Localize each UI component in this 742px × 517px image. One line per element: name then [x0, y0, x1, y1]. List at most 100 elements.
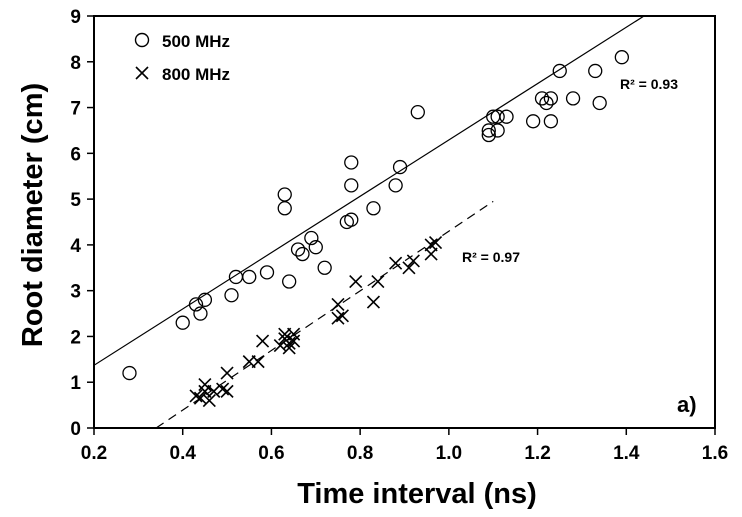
data-point-circle [481, 123, 496, 138]
data-point-circle [122, 365, 137, 381]
data-point-circle [534, 91, 550, 106]
legend: 500 MHz 800 MHz [134, 32, 230, 84]
data-point-cross [273, 339, 287, 353]
r2-label-500mhz: R² = 0.93 [620, 76, 678, 92]
cross-stroke [220, 384, 234, 398]
cross-stroke [255, 334, 270, 348]
cross-stroke [331, 311, 345, 325]
data-point-cross [220, 384, 234, 398]
x-tick-label: 1.4 [613, 443, 640, 464]
data-point-circle [499, 109, 514, 124]
legend-label-500mhz: 500 MHz [162, 32, 230, 51]
data-point-circle [277, 187, 292, 202]
data-point-circle [317, 260, 332, 275]
data-point-cross [424, 247, 438, 261]
data-point-cross [255, 334, 270, 348]
data-point-circle [344, 178, 359, 193]
data-point-cross [287, 334, 301, 348]
data-point-cross [406, 254, 420, 268]
data-point-circle [410, 104, 425, 120]
cross-stroke [282, 341, 296, 355]
data-points [122, 50, 629, 408]
data-point-circle [224, 288, 239, 303]
y-tick-label: 7 [70, 99, 81, 120]
data-point-circle [242, 269, 257, 285]
cross-stroke [202, 393, 216, 408]
series-500mhz [122, 50, 629, 381]
cross-stroke [366, 295, 381, 309]
cross-stroke [402, 261, 416, 275]
data-point-circle [525, 114, 541, 129]
data-point-circle [552, 63, 567, 79]
data-point-cross [193, 391, 208, 405]
x-tick-label: 0.6 [258, 443, 284, 464]
x-tick-label: 1.2 [524, 443, 550, 464]
cross-stroke [198, 377, 212, 392]
data-point-cross [282, 341, 296, 355]
data-point-cross [251, 355, 265, 369]
y-tick-label: 6 [70, 144, 81, 165]
data-point-circle [344, 212, 359, 227]
cross-stroke [428, 236, 443, 250]
data-point-circle [565, 91, 581, 106]
fit-line-500mhz [94, 16, 645, 366]
data-point-circle [259, 265, 275, 280]
data-point-circle [490, 123, 505, 138]
cross-stroke [371, 274, 385, 289]
legend-marker-800mhz [135, 66, 149, 80]
panel-label: a) [677, 392, 697, 417]
data-point-circle [592, 95, 607, 111]
r2-label-800mhz: R² = 0.97 [462, 249, 520, 265]
data-point-cross [220, 366, 234, 380]
plot-frame [93, 15, 716, 429]
x-tick-label: 1.0 [436, 443, 462, 464]
cross-stroke [220, 366, 234, 380]
cross-stroke [273, 339, 287, 353]
data-point-cross [189, 389, 203, 403]
data-point-circle [388, 178, 403, 193]
data-point-circle [392, 159, 408, 175]
y-tick-label: 1 [70, 373, 81, 394]
legend-marker-500mhz [134, 32, 150, 48]
y-tick-label: 2 [70, 327, 81, 348]
data-point-circle [543, 91, 559, 106]
data-point-circle [277, 201, 292, 216]
data-point-cross [366, 295, 381, 309]
data-point-circle [366, 201, 381, 216]
data-point-cross [389, 256, 403, 270]
y-axis-title: Root diameter (cm) [17, 83, 49, 347]
data-point-cross [371, 274, 385, 289]
cross-stroke [287, 334, 301, 348]
data-point-circle [295, 246, 310, 262]
data-point-circle [614, 50, 629, 65]
data-point-cross [402, 261, 416, 275]
cross-stroke [424, 238, 438, 252]
cross-stroke [189, 389, 203, 403]
annotations: R² = 0.93 R² = 0.97 a) [462, 76, 697, 417]
series-800mhz [189, 236, 443, 408]
axes: 0.2 0.4 0.6 0.8 1.0 1.2 1.4 1.6 0 1 2 3 4 5 6 7 8 9 [70, 7, 728, 464]
x-tick-label: 0.8 [347, 443, 373, 464]
cross-stroke [424, 247, 438, 261]
data-point-circle [588, 63, 603, 79]
legend-label-800mhz: 800 MHz [162, 65, 230, 84]
data-point-cross [335, 309, 349, 323]
data-point-cross [287, 327, 301, 341]
data-point-cross [424, 238, 438, 252]
x-tick-label: 1.6 [702, 443, 728, 464]
cross-stroke [287, 327, 301, 341]
y-tick-label: 4 [70, 236, 81, 257]
data-point-cross [331, 311, 345, 325]
data-point-circle [197, 292, 213, 307]
data-point-circle [175, 315, 190, 330]
y-tick-label: 9 [70, 7, 81, 28]
data-point-circle [228, 269, 244, 285]
cross-stroke [207, 384, 221, 398]
cross-stroke [406, 254, 420, 268]
y-tick-label: 3 [70, 282, 81, 303]
cross-stroke [282, 336, 296, 350]
cross-stroke [216, 382, 230, 396]
y-tick-label: 0 [70, 419, 81, 440]
cross-stroke [251, 355, 265, 369]
